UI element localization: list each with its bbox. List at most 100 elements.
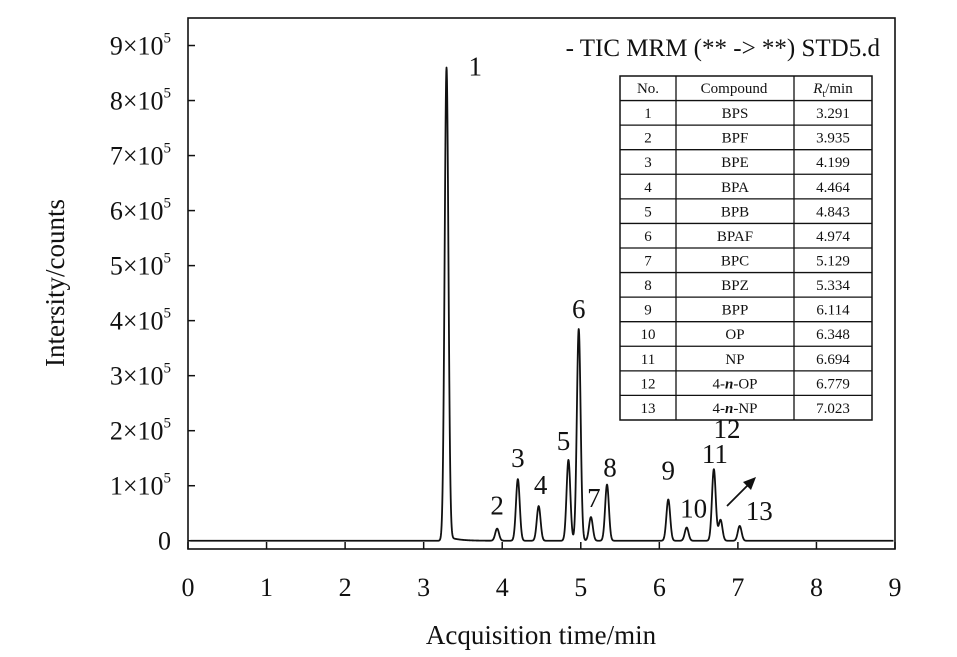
y-tick-label: 1×105 — [110, 471, 171, 501]
table-cell-compound: NP — [725, 352, 744, 368]
x-tick-label: 7 — [731, 573, 744, 602]
y-tick-base: 1×10 — [110, 472, 164, 501]
table-cell-no: 4 — [644, 180, 652, 196]
y-tick-label: 3×105 — [110, 361, 171, 391]
y-tick-label: 0 — [158, 527, 171, 556]
x-tick-label: 6 — [653, 573, 666, 602]
table-cell-compound: BPP — [722, 303, 749, 319]
table-header-rt: Rt/min — [812, 81, 853, 100]
table-cell-no: 9 — [644, 303, 652, 319]
chart-title: - TIC MRM (** -> **) STD5.d — [566, 35, 881, 62]
table-body: 1 BPS 3.291 2 BPF 3.935 3 BPE 4.199 4 BPA 4.464 5 BPB… — [641, 106, 851, 417]
y-tick-base: 7×10 — [110, 142, 164, 171]
table-cell-compound: BPA — [721, 180, 749, 196]
arrow-to-peak-12 — [726, 477, 756, 507]
y-tick-exponent: 5 — [164, 416, 172, 432]
table-cell-rt: 6.694 — [816, 352, 850, 368]
table-cell-no: 12 — [641, 376, 656, 392]
peak-label: 2 — [490, 491, 504, 521]
plot-frame — [187, 17, 896, 550]
peak-label: 7 — [587, 483, 601, 513]
table-header-compound: Compound — [701, 81, 768, 97]
x-tick-label: 9 — [889, 573, 902, 602]
table-header-rt-unit: /min — [825, 81, 853, 97]
table-cell-no: 8 — [644, 278, 652, 294]
table-cell-compound: BPAF — [717, 229, 753, 245]
table-cell-no: 11 — [641, 352, 655, 368]
table-cell-no: 7 — [644, 253, 652, 269]
y-tick-exponent: 5 — [164, 251, 172, 267]
table-cell-no: 10 — [641, 327, 656, 343]
table-cell-compound: BPC — [721, 253, 749, 269]
retention-time-table: No. Compound Rt/min 1 BPS 3.291 2 BPF 3.935 3 B… — [619, 75, 873, 421]
peak-label: 4 — [534, 470, 548, 500]
y-tick-base: 8×10 — [110, 87, 164, 116]
x-tick-label: 4 — [496, 573, 509, 602]
table-cell-compound: BPB — [721, 204, 749, 220]
table-cell-rt: 4.199 — [816, 155, 850, 171]
y-tick-label: 4×105 — [110, 306, 171, 336]
x-axis-label: Acquisition time/min — [426, 620, 657, 650]
tic-trace-line — [189, 66, 895, 542]
table-cell-rt: 4.464 — [816, 180, 850, 196]
y-tick-label: 8×105 — [110, 86, 171, 116]
table-cell-rt: 6.779 — [816, 376, 850, 392]
table-cell-no: 3 — [644, 155, 652, 171]
table-cell-rt: 5.334 — [816, 278, 850, 294]
table-cell-no: 5 — [644, 204, 652, 220]
peak-label: 13 — [746, 496, 773, 526]
peak-label: 3 — [511, 443, 525, 473]
x-tick-label: 1 — [260, 573, 273, 602]
y-tick-label: 5×105 — [110, 251, 171, 281]
y-tick-base: 2×10 — [110, 417, 164, 446]
axis-ticks: 0 1 2 3 4 5 6 7 8 901×1052×1053×1054×1055×1056×10… — [110, 31, 902, 602]
y-tick-exponent: 5 — [164, 86, 172, 102]
y-tick-exponent: 5 — [164, 471, 172, 487]
y-tick-exponent: 5 — [164, 361, 172, 377]
y-tick-exponent: 5 — [164, 196, 172, 212]
y-tick-base: 3×10 — [110, 362, 164, 391]
y-tick-exponent: 5 — [164, 31, 172, 47]
y-tick-label: 6×105 — [110, 196, 171, 226]
table-cell-rt: 6.348 — [816, 327, 850, 343]
table-header-rt-subscript: t — [822, 89, 825, 100]
y-tick-label: 9×105 — [110, 31, 171, 61]
table-cell-rt: 4.843 — [816, 204, 850, 220]
x-tick-label: 8 — [810, 573, 823, 602]
table-cell-rt: 3.291 — [816, 106, 850, 122]
peak-label: 9 — [662, 455, 676, 485]
table-cell-compound: OP — [725, 327, 744, 343]
y-tick-label: 7×105 — [110, 141, 171, 171]
peak-label: 8 — [603, 453, 617, 483]
x-tick-label: 0 — [182, 573, 195, 602]
table-cell-compound: BPZ — [721, 278, 749, 294]
table-cell-compound: BPS — [722, 106, 749, 122]
y-tick-base: 6×10 — [110, 197, 164, 226]
y-tick-exponent: 5 — [164, 141, 172, 157]
table-cell-no: 1 — [644, 106, 652, 122]
peak-label: 11 — [702, 439, 728, 469]
table-cell-rt: 4.974 — [816, 229, 850, 245]
table-cell-compound: 4-n-NP — [712, 401, 757, 417]
peak-label: 6 — [572, 294, 586, 324]
table-cell-rt: 6.114 — [816, 303, 850, 319]
peak-label: 5 — [557, 426, 571, 456]
y-tick-label: 2×105 — [110, 416, 171, 446]
x-tick-label: 2 — [339, 573, 352, 602]
y-tick-base: 0 — [158, 527, 171, 556]
table-cell-rt: 3.935 — [816, 131, 850, 147]
table-header: No. Compound Rt/min — [637, 81, 853, 100]
y-tick-base: 4×10 — [110, 307, 164, 336]
table-cell-no: 13 — [641, 401, 656, 417]
table-cell-no: 6 — [644, 229, 652, 245]
y-tick-exponent: 5 — [164, 306, 172, 322]
table-cell-compound: 4-n-OP — [712, 376, 757, 392]
y-tick-base: 9×10 — [110, 32, 164, 61]
table-cell-compound: BPF — [722, 131, 749, 147]
peak-label: 10 — [680, 494, 707, 524]
x-tick-label: 3 — [417, 573, 430, 602]
table-cell-compound: BPE — [721, 155, 749, 171]
table-cell-rt: 7.023 — [816, 401, 850, 417]
x-tick-label: 5 — [574, 573, 587, 602]
